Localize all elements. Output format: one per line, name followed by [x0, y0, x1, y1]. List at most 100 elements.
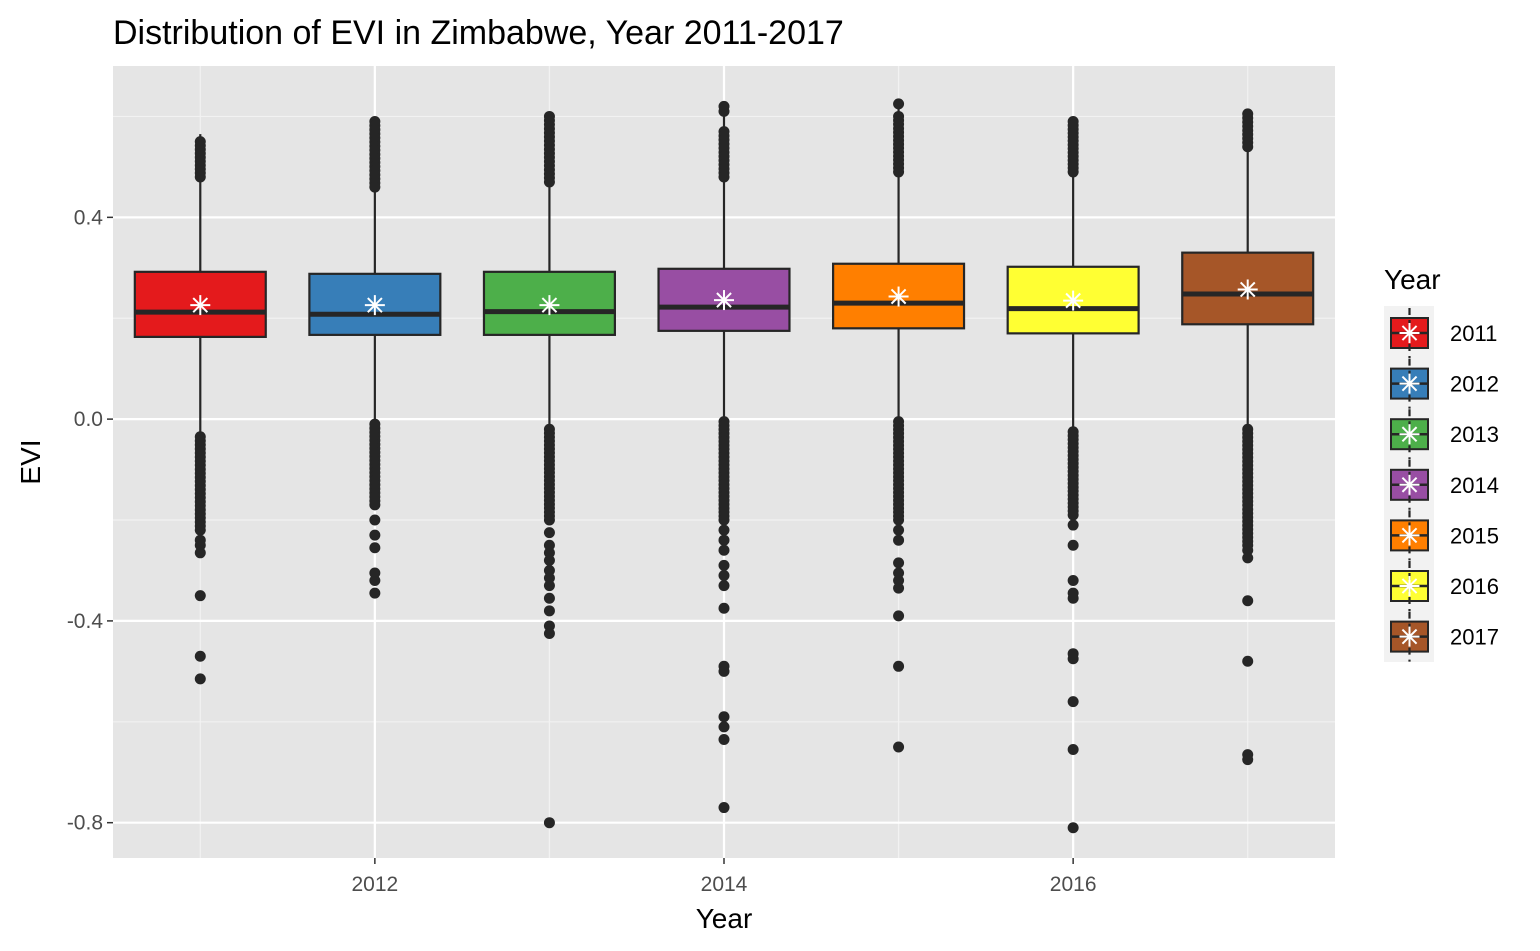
box-2016 [1006, 115, 1140, 834]
outlier-point [543, 527, 555, 539]
outlier-point [194, 673, 206, 685]
outlier-point [893, 534, 905, 546]
box-2013 [482, 110, 616, 829]
outlier-point [1067, 744, 1079, 756]
outlier-point [893, 567, 905, 579]
outlier-point [1067, 519, 1079, 531]
outlier-point [893, 98, 905, 110]
mean-marker [364, 295, 385, 316]
outlier-point [1067, 822, 1079, 834]
outlier-point [1067, 592, 1079, 604]
outlier-point [1242, 552, 1254, 564]
outlier-point [543, 547, 555, 559]
outlier-point [543, 514, 555, 526]
mean-marker [888, 286, 909, 307]
asterisk-stroke [890, 288, 907, 305]
box-2014 [657, 100, 791, 814]
outlier-point [194, 650, 206, 662]
asterisk-stroke [1065, 292, 1081, 309]
outlier-point [1242, 754, 1254, 766]
outlier-point [369, 499, 381, 511]
outlier-point [893, 514, 905, 526]
outlier-point [369, 575, 381, 587]
asterisk-stroke [1401, 628, 1418, 645]
outlier-point [369, 567, 381, 579]
outlier-point [369, 529, 381, 541]
x-axis-title: Year [696, 903, 753, 934]
legend-label: 2013 [1450, 422, 1499, 447]
outlier-point [893, 741, 905, 753]
outlier-point [893, 582, 905, 594]
y-tick-label: 0.0 [74, 408, 103, 431]
legend-title: Year [1384, 264, 1441, 295]
outlier-point [1067, 696, 1079, 708]
mean-marker [1063, 290, 1084, 311]
legend-label: 2015 [1450, 523, 1499, 548]
outlier-point [718, 100, 730, 112]
mean-marker [1237, 279, 1258, 300]
legend-key-mean-marker [1399, 525, 1420, 546]
legend-label: 2014 [1450, 473, 1499, 498]
legend-item-2013: 2013 [1390, 409, 1499, 460]
legend-item-2014: 2014 [1390, 459, 1499, 510]
mean-marker [190, 295, 211, 316]
outlier-point [194, 590, 206, 602]
outlier-point [718, 544, 730, 556]
asterisk-stroke [1401, 426, 1418, 442]
outlier-point [1067, 539, 1079, 551]
outlier-point [543, 592, 555, 604]
y-axis-title: EVI [15, 439, 46, 484]
outlier-point [718, 534, 730, 546]
box-2011 [133, 134, 267, 685]
asterisk-stroke [192, 297, 209, 313]
outlier-point [893, 610, 905, 622]
outlier-point [543, 605, 555, 617]
asterisk-stroke [1401, 477, 1418, 493]
legend-item-2011: 2011 [1390, 308, 1497, 358]
legend-key-mean-marker [1399, 474, 1420, 495]
outlier-point [543, 572, 555, 584]
outlier-point [194, 524, 206, 536]
outlier-point [893, 557, 905, 569]
legend-label: 2011 [1450, 321, 1497, 346]
chart-title: Distribution of EVI in Zimbabwe, Year 20… [113, 14, 844, 52]
outlier-point [543, 580, 555, 592]
asterisk-stroke [541, 297, 558, 313]
y-tick-label: -0.8 [67, 812, 103, 835]
outlier-point [718, 602, 730, 614]
outlier-point [194, 171, 206, 183]
asterisk-stroke [1401, 325, 1418, 341]
asterisk-stroke [367, 297, 383, 313]
outlier-point [543, 564, 555, 576]
outlier-point [1242, 655, 1254, 667]
outlier-point [718, 171, 730, 183]
outlier-point [1067, 575, 1079, 587]
outlier-point [718, 524, 730, 536]
outlier-point [543, 628, 555, 640]
outlier-point [543, 620, 555, 632]
outlier-point [543, 176, 555, 188]
boxes [133, 98, 1315, 834]
outlier-point [718, 580, 730, 592]
legend-key-mean-marker [1399, 323, 1420, 343]
legend-label: 2012 [1450, 372, 1499, 397]
mean-marker [714, 290, 734, 311]
outlier-point [543, 554, 555, 566]
y-tick-label: -0.4 [67, 610, 104, 633]
box-2015 [832, 98, 966, 753]
legend-items: 2011 2012 2013 2014 2015 2016 2017 [1390, 308, 1499, 662]
outlier-point [543, 539, 555, 551]
outlier-point [369, 181, 381, 193]
legend-item-2012: 2012 [1390, 358, 1499, 409]
asterisk-stroke [1239, 281, 1256, 298]
legend-item-2016: 2016 [1390, 561, 1499, 611]
outlier-point [718, 559, 730, 571]
outlier-point [369, 514, 381, 526]
legend-key-mean-marker [1399, 576, 1420, 596]
outlier-point [1067, 509, 1079, 521]
outlier-point [194, 539, 206, 551]
outlier-point [718, 733, 730, 745]
outlier-point [718, 711, 730, 723]
y-axis-ticks: -0.8 -0.4 0.0 0.4 [67, 206, 113, 835]
